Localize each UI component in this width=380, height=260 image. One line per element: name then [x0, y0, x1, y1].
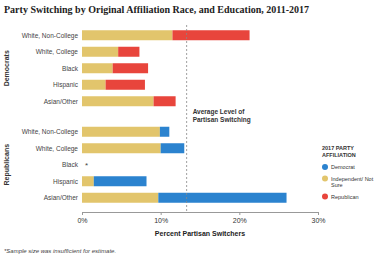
bar-segment	[82, 30, 172, 40]
legend-swatch	[322, 164, 328, 170]
category-label: Hispanic	[53, 81, 79, 89]
x-tick-label: 10%	[154, 217, 168, 224]
bar-segment	[94, 176, 147, 186]
text-line: Independent/ Not	[331, 176, 374, 182]
text-line: AFFILIATION	[322, 152, 356, 158]
bar-segment	[154, 96, 176, 106]
missing-marker: *	[85, 161, 88, 170]
category-label: Hispanic	[53, 178, 79, 186]
bar-segment	[82, 96, 154, 106]
category-label: Black	[62, 161, 79, 168]
category-label: White, Non-College	[22, 32, 79, 40]
x-tick-label: 30%	[311, 217, 325, 224]
category-label: White, College	[36, 48, 79, 56]
legend-title: 2017 PARTYAFFILIATION	[322, 145, 356, 158]
legend-label: Independent/ NotSure	[331, 176, 374, 189]
average-line	[186, 25, 187, 212]
annotation: Average Level ofPartisan Switching	[193, 108, 251, 124]
text-line: Partisan Switching	[193, 116, 251, 124]
text-line: Sure	[331, 182, 343, 188]
bar-segment	[106, 80, 145, 90]
bar-segment	[82, 47, 118, 57]
chart: Party Switching by Original Affiliation …	[0, 0, 380, 260]
x-tick-label: 20%	[233, 217, 247, 224]
x-tick: 20%	[233, 212, 247, 224]
category-label: Asian/Other	[44, 194, 79, 201]
bar-segment	[82, 193, 158, 203]
text-line: Republican	[331, 194, 359, 200]
legend-label: Democrat	[331, 164, 355, 170]
bars	[82, 25, 287, 212]
x-axis-line	[83, 212, 319, 213]
bar-segment	[82, 127, 160, 137]
text-line: Average Level of	[193, 108, 246, 116]
bar-segment	[82, 176, 94, 186]
bar-segment	[113, 63, 148, 73]
category-label: White, Non-College	[22, 128, 79, 136]
bar-segment	[161, 143, 185, 153]
x-axis-title: Percent Partisan Switchers	[155, 230, 245, 237]
legend-swatch	[322, 194, 328, 200]
group-label: Democrats	[3, 50, 10, 86]
x-tick-mark	[161, 212, 162, 215]
legend-swatch	[322, 176, 328, 182]
group-label: Republicans	[3, 144, 11, 186]
category-label: White, College	[36, 145, 79, 153]
x-tick: 0%	[77, 212, 87, 224]
x-tick: 10%	[154, 212, 168, 224]
bar-segment	[160, 127, 169, 137]
category-label: Black	[62, 65, 79, 72]
x-tick-label: 0%	[77, 217, 87, 224]
bar-segment	[82, 80, 106, 90]
x-tick-mark	[239, 212, 240, 215]
bar-segment	[82, 63, 113, 73]
x-tick-mark	[82, 212, 83, 215]
text-line: 2017 PARTY	[322, 145, 354, 151]
category-label: Asian/Other	[44, 98, 79, 105]
bar-segment	[172, 30, 249, 40]
footnote: *Sample size was insufficient for estima…	[4, 248, 116, 254]
bar-segment	[82, 143, 161, 153]
x-tick: 30%	[311, 212, 325, 224]
text-line: Democrat	[331, 164, 355, 170]
bar-segment	[158, 193, 286, 203]
title: Party Switching by Original Affiliation …	[4, 4, 309, 15]
legend-label: Republican	[331, 194, 359, 200]
bar-segment	[118, 47, 139, 57]
x-tick-mark	[318, 212, 319, 215]
x-axis: 0% 10% 20% 30%	[77, 212, 325, 224]
